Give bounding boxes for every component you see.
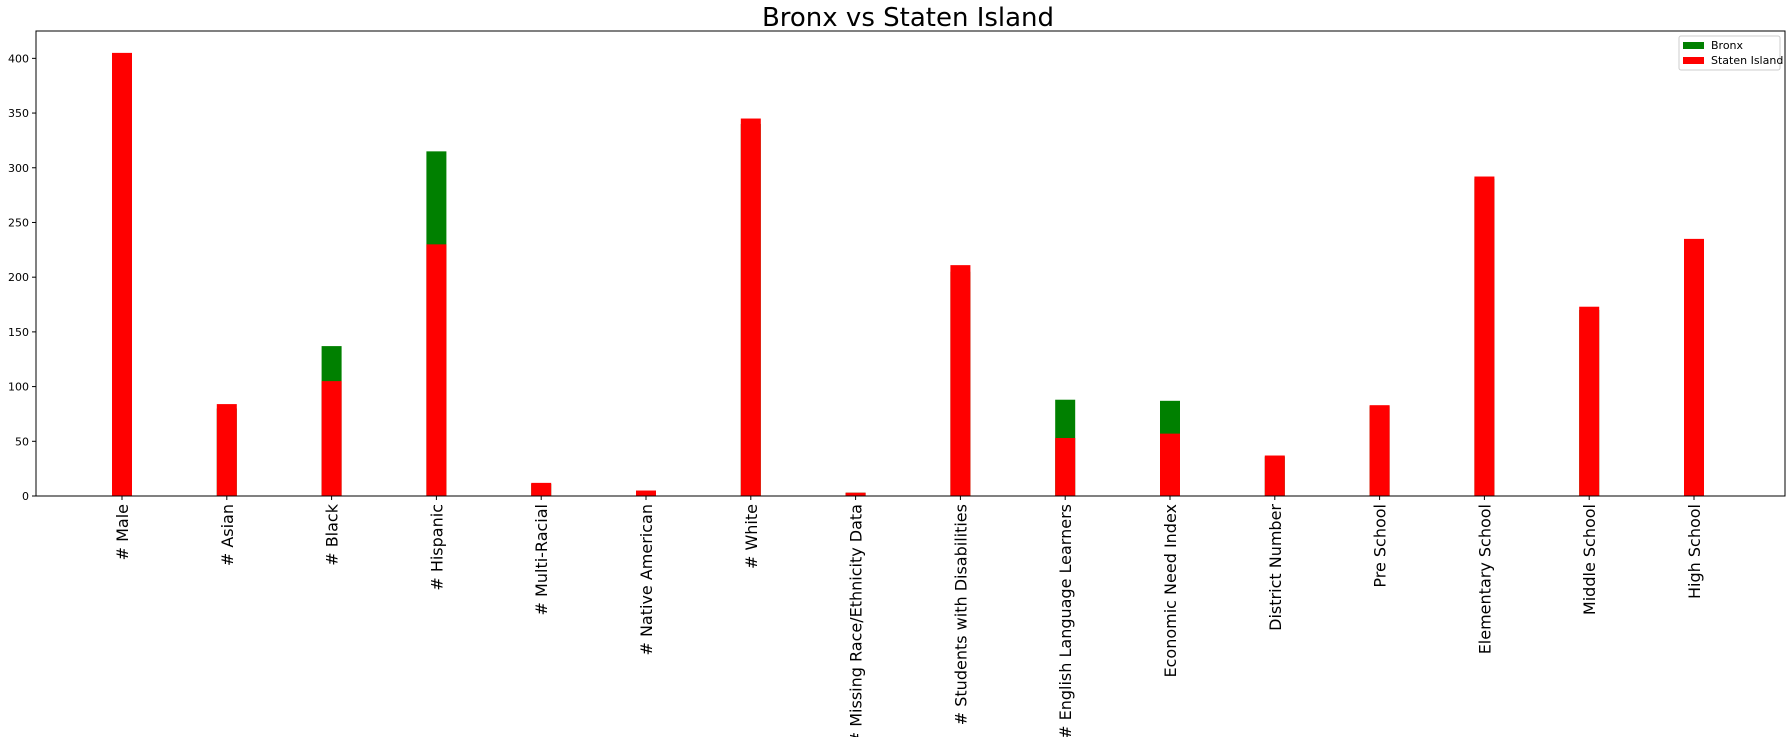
x-tick-label-12: Pre School (1371, 504, 1390, 588)
y-tick-label-1: 50 (15, 435, 29, 448)
x-tick-label-5: # Native American (637, 504, 656, 656)
x-tick-label-9: # English Language Learners (1056, 504, 1075, 737)
x-tick-label-7: # Missing Race/Ethnicity Data (847, 504, 866, 737)
bar-staten-island-6 (740, 118, 761, 496)
legend-swatch-staten-island (1683, 57, 1704, 64)
x-tick-label-10: Economic Need Index (1161, 504, 1180, 677)
y-tick-label-0: 0 (22, 490, 29, 503)
x-tick-label-11: District Number (1266, 504, 1285, 631)
bar-staten-island-9 (1055, 438, 1076, 496)
x-tick-label-3: # Hispanic (427, 504, 446, 591)
bar-staten-island-3 (426, 244, 447, 496)
legend-label-staten-island: Staten Island (1711, 54, 1783, 67)
bar-staten-island-0 (112, 52, 132, 496)
plot-area: 0 50 100 150 200 250 300 350 400 # Male # Asian # B… (8, 52, 1704, 737)
y-tick-label-7: 350 (8, 107, 29, 120)
y-tick-label-6: 300 (8, 162, 29, 175)
bar-staten-island-13 (1474, 176, 1495, 497)
x-tick-label-0: # Male (113, 504, 132, 560)
y-tick-label-5: 250 (8, 216, 29, 229)
legend-label-bronx: Bronx (1711, 39, 1744, 52)
chart-title: Bronx vs Staten Island (762, 3, 1054, 33)
legend-swatch-bronx (1683, 42, 1704, 49)
axes-frame (35, 30, 1786, 497)
bar-staten-island-4 (531, 482, 552, 496)
x-tick-label-6: # White (742, 504, 761, 569)
y-tick-label-3: 150 (8, 326, 29, 339)
bar-staten-island-15 (1684, 238, 1704, 496)
bar-staten-island-11 (1264, 455, 1285, 496)
bar-staten-island-10 (1160, 433, 1180, 496)
bar-staten-island-2 (321, 381, 342, 496)
x-tick-label-14: Middle School (1580, 504, 1599, 615)
bar-staten-island-5 (636, 490, 656, 496)
legend-box (1678, 35, 1781, 71)
x-tick-label-1: # Asian (218, 504, 237, 566)
bar-staten-island-14 (1579, 306, 1600, 496)
bar-staten-island-7 (845, 492, 866, 496)
x-tick-label-8: # Students with Disabilities (951, 504, 970, 725)
y-tick-label-4: 200 (8, 271, 29, 284)
y-tick-label-8: 400 (8, 52, 29, 65)
x-tick-label-4: # Multi-Racial (532, 504, 551, 615)
bar-staten-island-12 (1369, 405, 1390, 496)
legend: Bronx Staten Island (1678, 35, 1783, 71)
x-tick-label-15: High School (1685, 504, 1704, 599)
bar-staten-island-8 (950, 265, 971, 496)
x-tick-label-13: Elementary School (1475, 504, 1494, 654)
x-tick-label-2: # Black (323, 503, 342, 566)
y-tick-label-2: 100 (8, 381, 29, 394)
bar-staten-island-1 (216, 404, 237, 496)
